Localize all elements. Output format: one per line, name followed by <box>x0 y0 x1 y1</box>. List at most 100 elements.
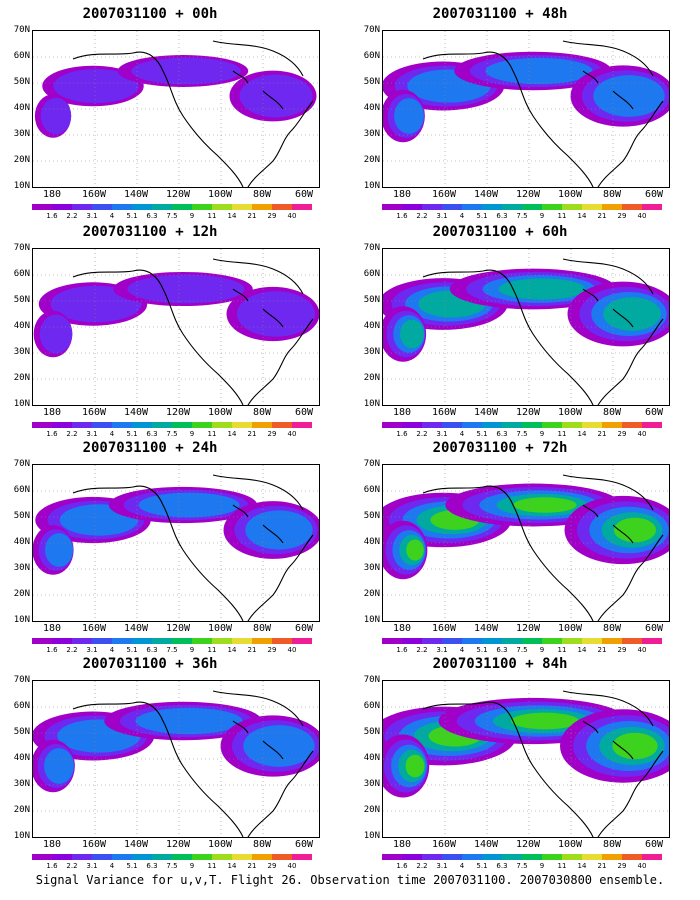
longitude-label: 160W <box>431 839 457 850</box>
latitude-label: 70N <box>13 675 30 685</box>
color-bar-label: 14 <box>577 646 587 654</box>
longitude-label: 80W <box>252 839 272 850</box>
latitude-label: 70N <box>363 243 380 253</box>
variance-contour <box>612 732 658 760</box>
color-bar-label: 2.2 <box>66 646 78 654</box>
color-bar-label: 9 <box>539 862 545 870</box>
latitude-label: 50N <box>13 77 30 87</box>
latitude-label: 60N <box>13 701 30 711</box>
longitude-label: 180 <box>392 407 412 418</box>
latitude-label: 20N <box>13 373 30 383</box>
longitude-label: 100W <box>207 189 233 200</box>
color-bar-label: 1.6 <box>46 212 58 220</box>
color-bar-swatch <box>272 422 292 428</box>
color-bar-swatch <box>642 854 662 860</box>
latitude-label: 10N <box>363 615 380 625</box>
color-bar-label: 40 <box>287 862 297 870</box>
latitude-label: 60N <box>13 269 30 279</box>
color-bar-label: 5.1 <box>476 646 488 654</box>
map-panel: 2007031100 + 12h 70N 60N 50N 40N 30N 20N 10N 180… <box>0 224 320 438</box>
color-bar-swatch <box>52 638 72 644</box>
color-bar-swatch <box>482 204 502 210</box>
color-bar <box>32 204 312 210</box>
longitude-label: 60W <box>644 623 664 634</box>
color-bar-label: 7.5 <box>166 646 178 654</box>
color-bar-label: 21 <box>597 212 607 220</box>
color-bar-swatch <box>52 854 72 860</box>
latitude-label: 40N <box>363 321 380 331</box>
color-bar-label: 5.1 <box>126 212 138 220</box>
color-bar-label: 40 <box>637 212 647 220</box>
latitude-label: 40N <box>13 537 30 547</box>
color-bar-label: 7.5 <box>166 212 178 220</box>
color-bar-swatch <box>232 204 252 210</box>
color-bar-swatch <box>462 422 482 428</box>
color-bar-swatch <box>32 854 52 860</box>
color-bar-label: 6.3 <box>496 212 508 220</box>
color-bar-label: 4 <box>109 212 115 220</box>
color-bar-label: 9 <box>539 430 545 438</box>
variance-contour <box>593 75 665 117</box>
color-bar-swatch <box>482 638 502 644</box>
color-bar-swatch <box>382 638 402 644</box>
color-bar-swatch <box>562 204 582 210</box>
color-bar-label: 7.5 <box>516 212 528 220</box>
color-bar-label: 11 <box>207 646 217 654</box>
variance-contour <box>39 314 73 354</box>
longitude-label: 100W <box>557 623 583 634</box>
longitude-label: 120W <box>515 839 541 850</box>
color-bar-label: 3.1 <box>86 212 98 220</box>
color-bar-label: 40 <box>637 862 647 870</box>
color-bar-label: 2.2 <box>416 430 428 438</box>
color-bar-swatch <box>422 854 442 860</box>
color-bar-label: 40 <box>287 646 297 654</box>
color-bar-swatch <box>562 422 582 428</box>
color-bar-label: 6.3 <box>496 646 508 654</box>
color-bar-label: 21 <box>247 862 257 870</box>
longitude-label: 160W <box>81 407 107 418</box>
color-bar-label: 6.3 <box>496 430 508 438</box>
panel-title: 2007031100 + 60h <box>432 224 568 240</box>
color-bar-label: 29 <box>267 430 277 438</box>
latitude-label: 50N <box>363 295 380 305</box>
color-bar-swatch <box>192 854 212 860</box>
color-bar-label: 14 <box>577 430 587 438</box>
color-bar-label: 4 <box>459 862 465 870</box>
color-bar-label: 5.1 <box>126 862 138 870</box>
longitude-label: 100W <box>557 189 583 200</box>
latitude-label: 10N <box>13 399 30 409</box>
latitude-label: 30N <box>363 129 380 139</box>
coastline <box>422 474 664 621</box>
color-bar-label: 6.3 <box>146 646 158 654</box>
color-bar-swatch <box>502 638 522 644</box>
longitude-label: 140W <box>123 839 149 850</box>
longitude-label: 180 <box>42 189 62 200</box>
color-bar-swatch <box>112 204 132 210</box>
longitude-label: 120W <box>165 623 191 634</box>
color-bar-label: 11 <box>557 646 567 654</box>
color-bar <box>382 204 662 210</box>
color-bar-swatch <box>212 204 232 210</box>
color-bar-swatch <box>642 204 662 210</box>
map-panel: 2007031100 + 48h 70N 60N 50N 40N 30N 20N 10N 180… <box>350 6 670 220</box>
latitude-label: 70N <box>13 243 30 253</box>
longitude-label: 160W <box>81 189 107 200</box>
color-bar-label: 2.2 <box>416 212 428 220</box>
color-bar-label: 29 <box>617 862 627 870</box>
variance-contour <box>127 274 245 304</box>
latitude-label: 70N <box>363 675 380 685</box>
color-bar-label: 3.1 <box>86 862 98 870</box>
color-bar-swatch <box>292 638 312 644</box>
color-bar-label: 4 <box>459 430 465 438</box>
latitude-label: 30N <box>13 779 30 789</box>
color-bar-swatch <box>252 422 272 428</box>
color-bar-label: 9 <box>189 430 195 438</box>
latitude-label: 10N <box>363 181 380 191</box>
latitude-label: 10N <box>363 831 380 841</box>
variance-field <box>383 465 669 621</box>
longitude-label: 80W <box>252 189 272 200</box>
latitude-label: 60N <box>363 269 380 279</box>
color-bar-swatch <box>502 854 522 860</box>
latitude-label: 20N <box>363 805 380 815</box>
longitude-label: 80W <box>602 407 622 418</box>
